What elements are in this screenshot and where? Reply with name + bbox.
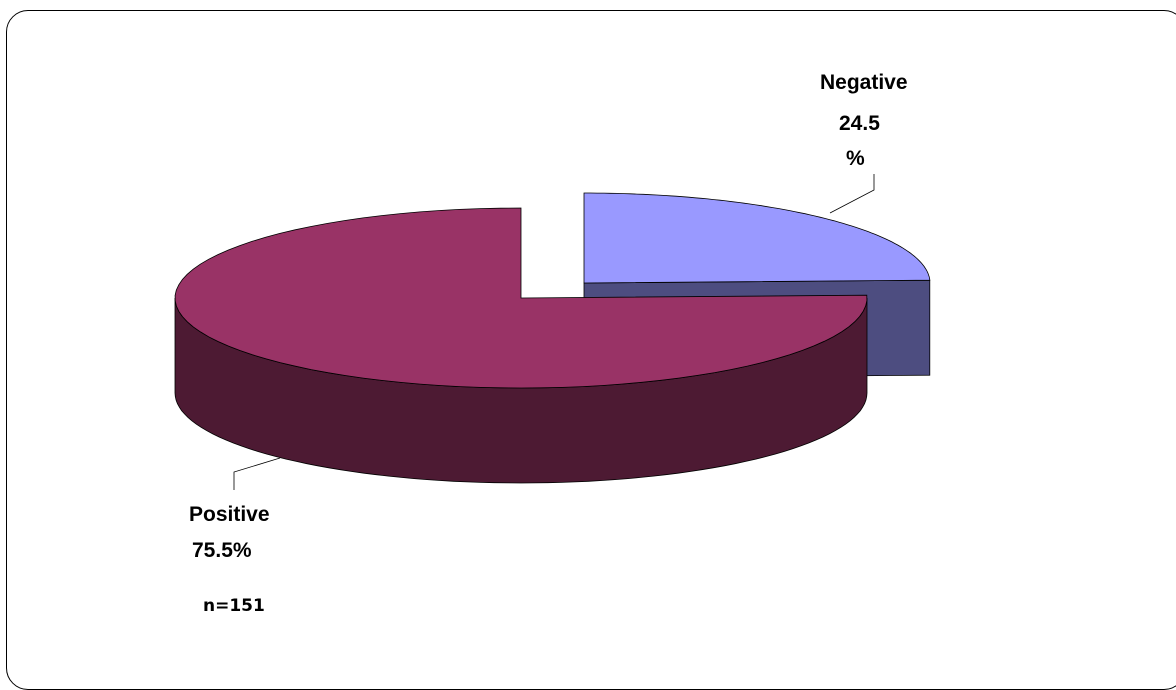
negative-leader-line [829, 174, 875, 214]
pie-chart: Negative 24.5 % Positive 75.5% [174, 71, 931, 562]
negative-label: Negative [820, 71, 908, 94]
negative-value-line2: % [846, 147, 865, 170]
sample-size-note: n=151 [203, 596, 265, 616]
positive-label: Positive [189, 503, 270, 526]
positive-slice [174, 207, 868, 389]
pie-tops [174, 192, 931, 389]
negative-slice [583, 192, 931, 284]
negative-value-line1: 24.5 [839, 112, 880, 135]
positive-leader-line [233, 457, 281, 490]
positive-value-label: 75.5% [192, 539, 252, 562]
